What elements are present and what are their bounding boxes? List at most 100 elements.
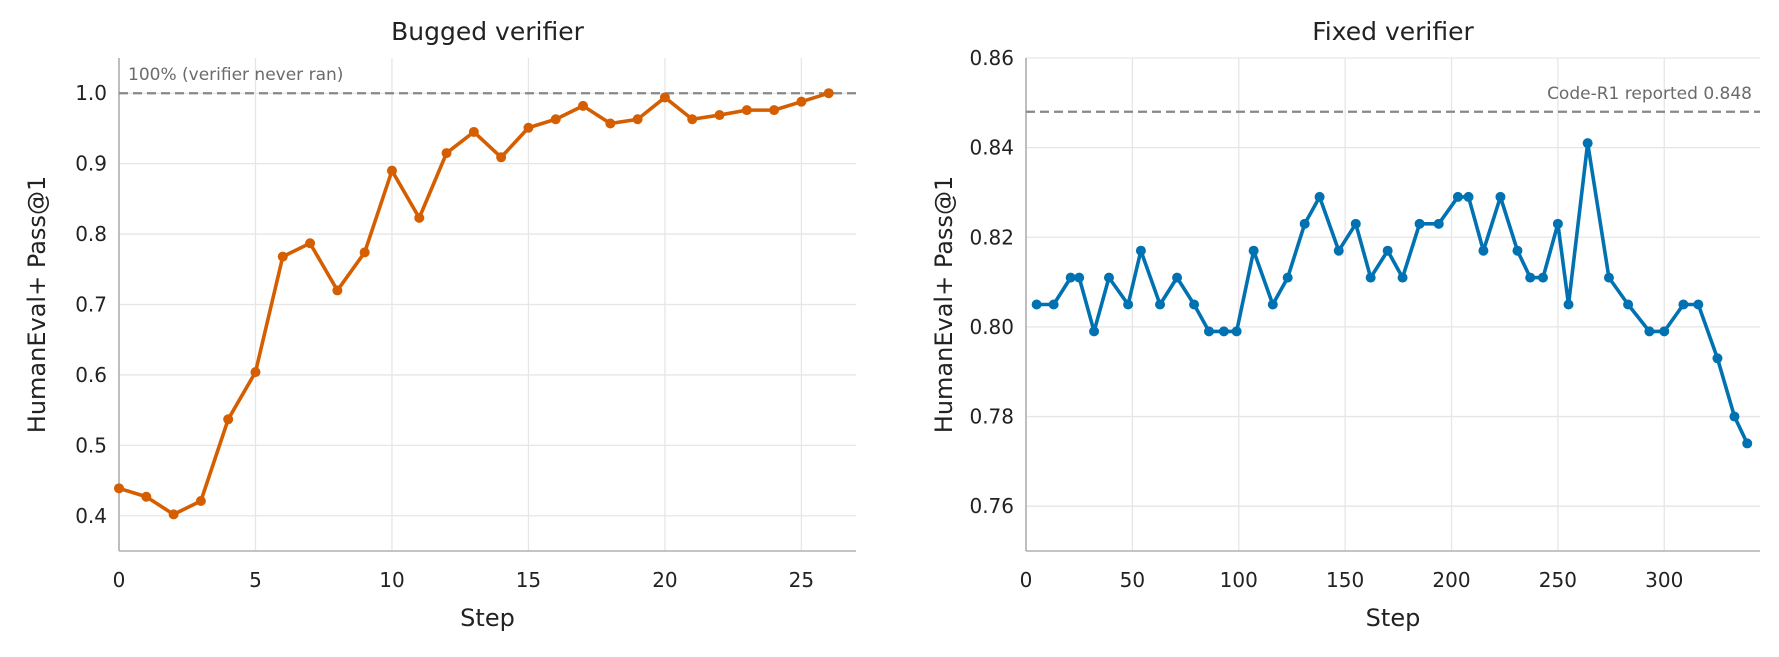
- data-point: [1203, 326, 1214, 337]
- data-point: [741, 105, 752, 116]
- data-point: [1397, 272, 1408, 283]
- data-point: [1031, 299, 1042, 310]
- y-tick-label: 0.86: [969, 46, 1014, 70]
- data-point: [1248, 245, 1259, 256]
- data-point: [550, 114, 561, 125]
- data-point: [1231, 326, 1242, 337]
- data-point: [1729, 411, 1740, 422]
- y-tick-label: 0.9: [75, 152, 107, 176]
- y-tick-label: 0.82: [969, 225, 1014, 249]
- data-point: [359, 247, 370, 258]
- data-point: [1350, 218, 1361, 229]
- data-point: [332, 285, 343, 296]
- data-point: [1333, 245, 1344, 256]
- data-point: [687, 114, 698, 125]
- data-point: [1048, 299, 1059, 310]
- x-tick-label: 15: [516, 568, 541, 592]
- data-point: [1537, 272, 1548, 283]
- y-tick-label: 0.78: [969, 405, 1014, 429]
- data-point: [659, 92, 670, 103]
- data-point: [1742, 438, 1753, 449]
- chart-panel-bugged-verifier: 0.4 0.5 0.6 0.7 0.8 0.9 1.0 0 5 10 15 20 25 Bugged ve…: [23, 17, 856, 632]
- data-point: [523, 122, 534, 133]
- data-point: [823, 88, 834, 99]
- x-tick-label: 200: [1432, 568, 1470, 592]
- data-point: [1463, 191, 1474, 202]
- data-point: [1218, 326, 1229, 337]
- data-point: [714, 110, 725, 121]
- data-point: [1525, 272, 1536, 283]
- x-tick-label: 150: [1326, 568, 1364, 592]
- data-point: [1299, 218, 1310, 229]
- data-point: [769, 105, 780, 116]
- x-tick-label: 300: [1645, 568, 1683, 592]
- data-point: [468, 126, 479, 137]
- data-point: [1089, 326, 1100, 337]
- data-point: [496, 152, 507, 163]
- x-tick-label: 25: [789, 568, 814, 592]
- y-tick-label: 0.84: [969, 136, 1014, 160]
- y-tick-label: 0.80: [969, 315, 1014, 339]
- data-point: [277, 251, 288, 262]
- data-point: [1382, 245, 1393, 256]
- data-point: [1712, 353, 1723, 364]
- data-point: [250, 367, 261, 378]
- data-point: [1552, 218, 1563, 229]
- reference-line-label: 100% (verifier never ran): [128, 65, 343, 85]
- data-point: [1123, 299, 1134, 310]
- x-tick-label: 50: [1120, 568, 1145, 592]
- data-point: [195, 495, 206, 506]
- y-axis-label: HumanEval+ Pass@1: [930, 176, 958, 433]
- data-point: [1414, 218, 1425, 229]
- data-point: [1693, 299, 1704, 310]
- y-tick-label: 0.7: [75, 293, 107, 317]
- x-tick-label: 20: [652, 568, 677, 592]
- data-point: [1478, 245, 1489, 256]
- data-point: [1065, 272, 1076, 283]
- x-tick-label: 10: [379, 568, 404, 592]
- data-point: [114, 483, 124, 494]
- data-point: [414, 212, 425, 223]
- data-point: [578, 100, 589, 111]
- data-point: [1678, 299, 1689, 310]
- data-point: [1623, 299, 1634, 310]
- data-point: [1512, 245, 1523, 256]
- data-point: [1495, 191, 1506, 202]
- data-point: [1155, 299, 1166, 310]
- x-tick-label: 250: [1539, 568, 1577, 592]
- x-tick-label: 5: [249, 568, 262, 592]
- data-point: [1282, 272, 1293, 283]
- series-line: [117, 91, 831, 517]
- y-tick-label: 1.0: [75, 81, 107, 105]
- y-tick-label: 0.4: [75, 504, 107, 528]
- data-point: [1452, 191, 1463, 202]
- data-point: [1433, 218, 1444, 229]
- y-tick-label: 0.8: [75, 222, 107, 246]
- x-axis-label: Step: [460, 604, 515, 632]
- data-point: [1314, 191, 1325, 202]
- chart-panel-fixed-verifier: 0.76 0.78 0.80 0.82 0.84 0.86 0 50 100 150 200 250 3…: [930, 17, 1760, 632]
- data-point: [1135, 245, 1146, 256]
- x-tick-label: 0: [1020, 568, 1033, 592]
- y-tick-label: 0.5: [75, 433, 107, 457]
- x-tick-label: 0: [113, 568, 126, 592]
- data-point: [1103, 272, 1114, 283]
- data-point: [605, 118, 616, 129]
- data-point: [223, 414, 234, 425]
- reference-line-label: Code-R1 reported 0.848: [1547, 84, 1752, 104]
- data-point: [441, 148, 452, 159]
- data-point: [1563, 299, 1574, 310]
- y-axis-label: HumanEval+ Pass@1: [23, 176, 51, 433]
- y-tick-label: 0.6: [75, 363, 107, 387]
- chart-title: Fixed verifier: [1312, 17, 1474, 46]
- data-point: [386, 165, 397, 176]
- data-point: [1074, 272, 1085, 283]
- data-point: [1172, 272, 1183, 283]
- data-point: [1365, 272, 1376, 283]
- x-tick-label: 100: [1220, 568, 1258, 592]
- series-line: [1034, 141, 1750, 446]
- data-point: [305, 238, 316, 249]
- data-point: [1644, 326, 1655, 337]
- data-point: [1582, 138, 1593, 149]
